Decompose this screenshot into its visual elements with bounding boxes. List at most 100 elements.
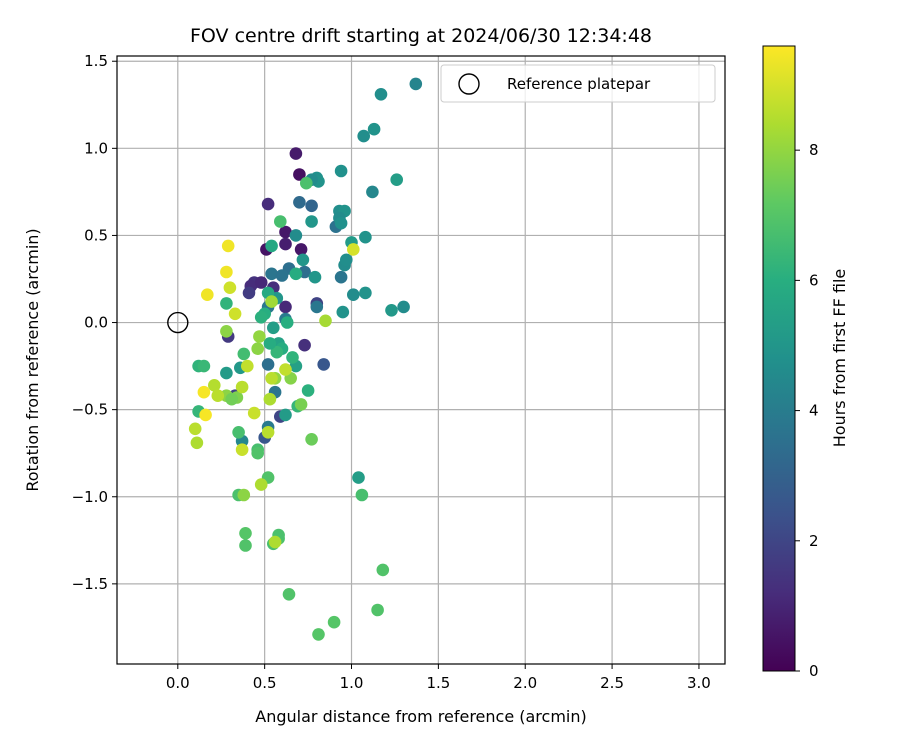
data-point: [223, 281, 237, 295]
data-point: [220, 325, 233, 338]
colorbar-tick-label: 4: [809, 402, 819, 420]
data-point: [301, 384, 315, 397]
data-point: [261, 426, 275, 439]
colorbar-tick-label: 6: [809, 271, 819, 289]
data-point: [279, 237, 292, 251]
data-point: [334, 164, 348, 178]
x-tick-label: 1.0: [340, 674, 364, 692]
data-point: [305, 215, 318, 228]
data-point: [220, 366, 233, 380]
colorbar-tick-label: 0: [809, 662, 819, 680]
data-point: [385, 304, 398, 317]
x-axis-ticks: 0.0 0.5 1.0 1.5 2.0 2.5 3.0: [166, 664, 711, 692]
data-point: [254, 276, 268, 289]
reference-platepar-marker: [167, 311, 189, 334]
data-point: [274, 215, 287, 228]
data-point: [254, 311, 268, 324]
data-point: [254, 478, 268, 491]
plot-frame: [116, 55, 726, 665]
data-point: [232, 426, 245, 439]
data-point: [279, 408, 292, 422]
y-tick-label: 0.5: [84, 226, 108, 244]
data-point: [359, 230, 372, 244]
data-point: [225, 392, 238, 406]
data-point: [289, 229, 303, 242]
data-point: [242, 286, 256, 300]
data-point: [376, 563, 390, 577]
x-axis-label: Angular distance from reference (arcmin): [255, 707, 586, 726]
data-point: [201, 288, 214, 302]
data-point: [197, 385, 211, 399]
legend-box: [440, 64, 716, 103]
colorbar-ticks: 0 2 4 6 8: [795, 141, 819, 680]
data-point: [199, 408, 212, 422]
data-point: [310, 300, 324, 314]
data-point: [336, 305, 350, 319]
data-point: [409, 77, 423, 91]
data-point: [263, 392, 277, 406]
data-point: [208, 379, 221, 392]
data-point: [298, 338, 311, 352]
data-point: [265, 295, 278, 308]
data-point: [235, 443, 249, 457]
data-point: [228, 307, 242, 321]
data-point: [294, 398, 308, 411]
data-point: [247, 406, 261, 420]
data-point: [357, 129, 371, 143]
data-point: [188, 422, 202, 436]
data-point: [251, 446, 264, 460]
data-point: [289, 267, 303, 281]
data-point: [265, 372, 278, 385]
data-point: [296, 253, 310, 267]
x-tick-label: 2.0: [513, 674, 537, 692]
data-point: [352, 471, 365, 484]
data-point: [347, 288, 360, 302]
data-point: [317, 358, 331, 371]
data-point: [305, 433, 318, 446]
data-point: [279, 225, 292, 239]
data-point: [397, 300, 410, 314]
x-tick-label: 0.0: [166, 674, 190, 692]
data-point: [275, 269, 289, 282]
data-point: [390, 173, 404, 186]
data-point: [261, 197, 275, 211]
data-point: [239, 527, 252, 540]
data-point: [286, 351, 299, 364]
data-point: [319, 314, 332, 328]
data-point: [371, 603, 384, 617]
data-point: [279, 363, 292, 376]
y-tick-label: 1.0: [84, 139, 108, 157]
grid-lines: [117, 56, 725, 664]
data-point: [253, 330, 266, 343]
data-point: [190, 436, 204, 450]
data-point: [267, 321, 280, 335]
data-point: [334, 216, 348, 230]
data-point: [327, 615, 341, 629]
colorbar: [762, 45, 796, 672]
data-point: [359, 286, 372, 300]
data-point: [289, 147, 303, 160]
y-tick-label: 1.5: [84, 52, 108, 70]
legend-reference-marker: [458, 73, 480, 95]
colorbar-tick-label: 8: [809, 141, 819, 159]
data-point: [293, 196, 306, 209]
data-point: [340, 253, 353, 267]
legend-entry-reference: Reference platepar: [507, 75, 651, 93]
data-point: [308, 270, 322, 284]
data-point: [241, 359, 254, 373]
data-point: [293, 168, 306, 181]
data-point: [355, 488, 369, 502]
data-point: [263, 337, 277, 350]
data-point: [237, 488, 251, 502]
plot-background: [117, 56, 725, 664]
data-point: [237, 347, 251, 361]
data-point: [282, 588, 296, 601]
y-tick-label: −0.5: [72, 401, 108, 419]
data-points: [188, 77, 423, 641]
data-point: [197, 359, 211, 373]
legend: Reference platepar: [440, 64, 716, 103]
data-point: [279, 300, 292, 314]
data-point: [251, 342, 264, 356]
data-point: [270, 345, 284, 359]
